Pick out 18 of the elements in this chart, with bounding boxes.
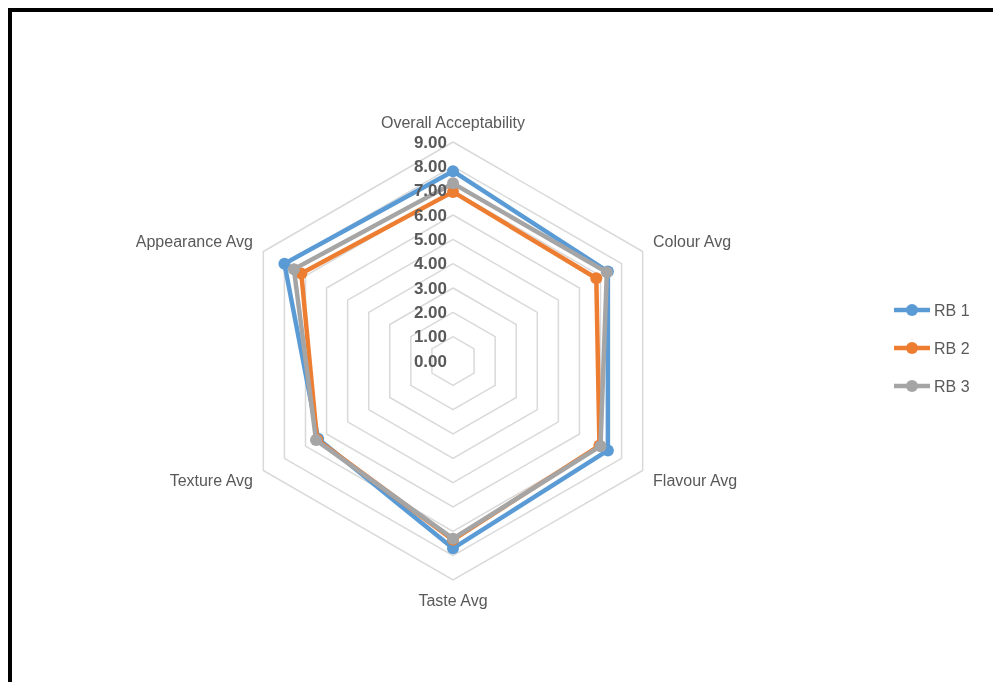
y-tick-label: 2.00 (413, 302, 447, 322)
spoke-label: Overall Acceptability (380, 113, 526, 131)
spoke-label: Texture Avg (169, 472, 253, 489)
legend-label: RB 1 (934, 301, 970, 319)
spoke-label: Flavour Avg (653, 472, 738, 489)
y-tick-label: 8.00 (413, 156, 447, 176)
y-tick-label: 5.00 (413, 229, 447, 249)
y-tick-label: 4.00 (413, 254, 447, 274)
spoke-label: Appearance Avg (135, 233, 253, 250)
spoke-label: Colour Avg (653, 233, 732, 250)
y-tick-label: 6.00 (413, 205, 447, 225)
legend-label: RB 2 (934, 339, 970, 357)
y-tick-label: 0.00 (413, 351, 447, 371)
y-tick-label: 3.00 (413, 278, 447, 298)
y-tick-label: 9.00 (413, 132, 447, 152)
legend-label: RB 3 (934, 377, 970, 395)
y-tick-label: 1.00 (413, 327, 447, 347)
spoke-label: Taste Avg (418, 591, 488, 609)
